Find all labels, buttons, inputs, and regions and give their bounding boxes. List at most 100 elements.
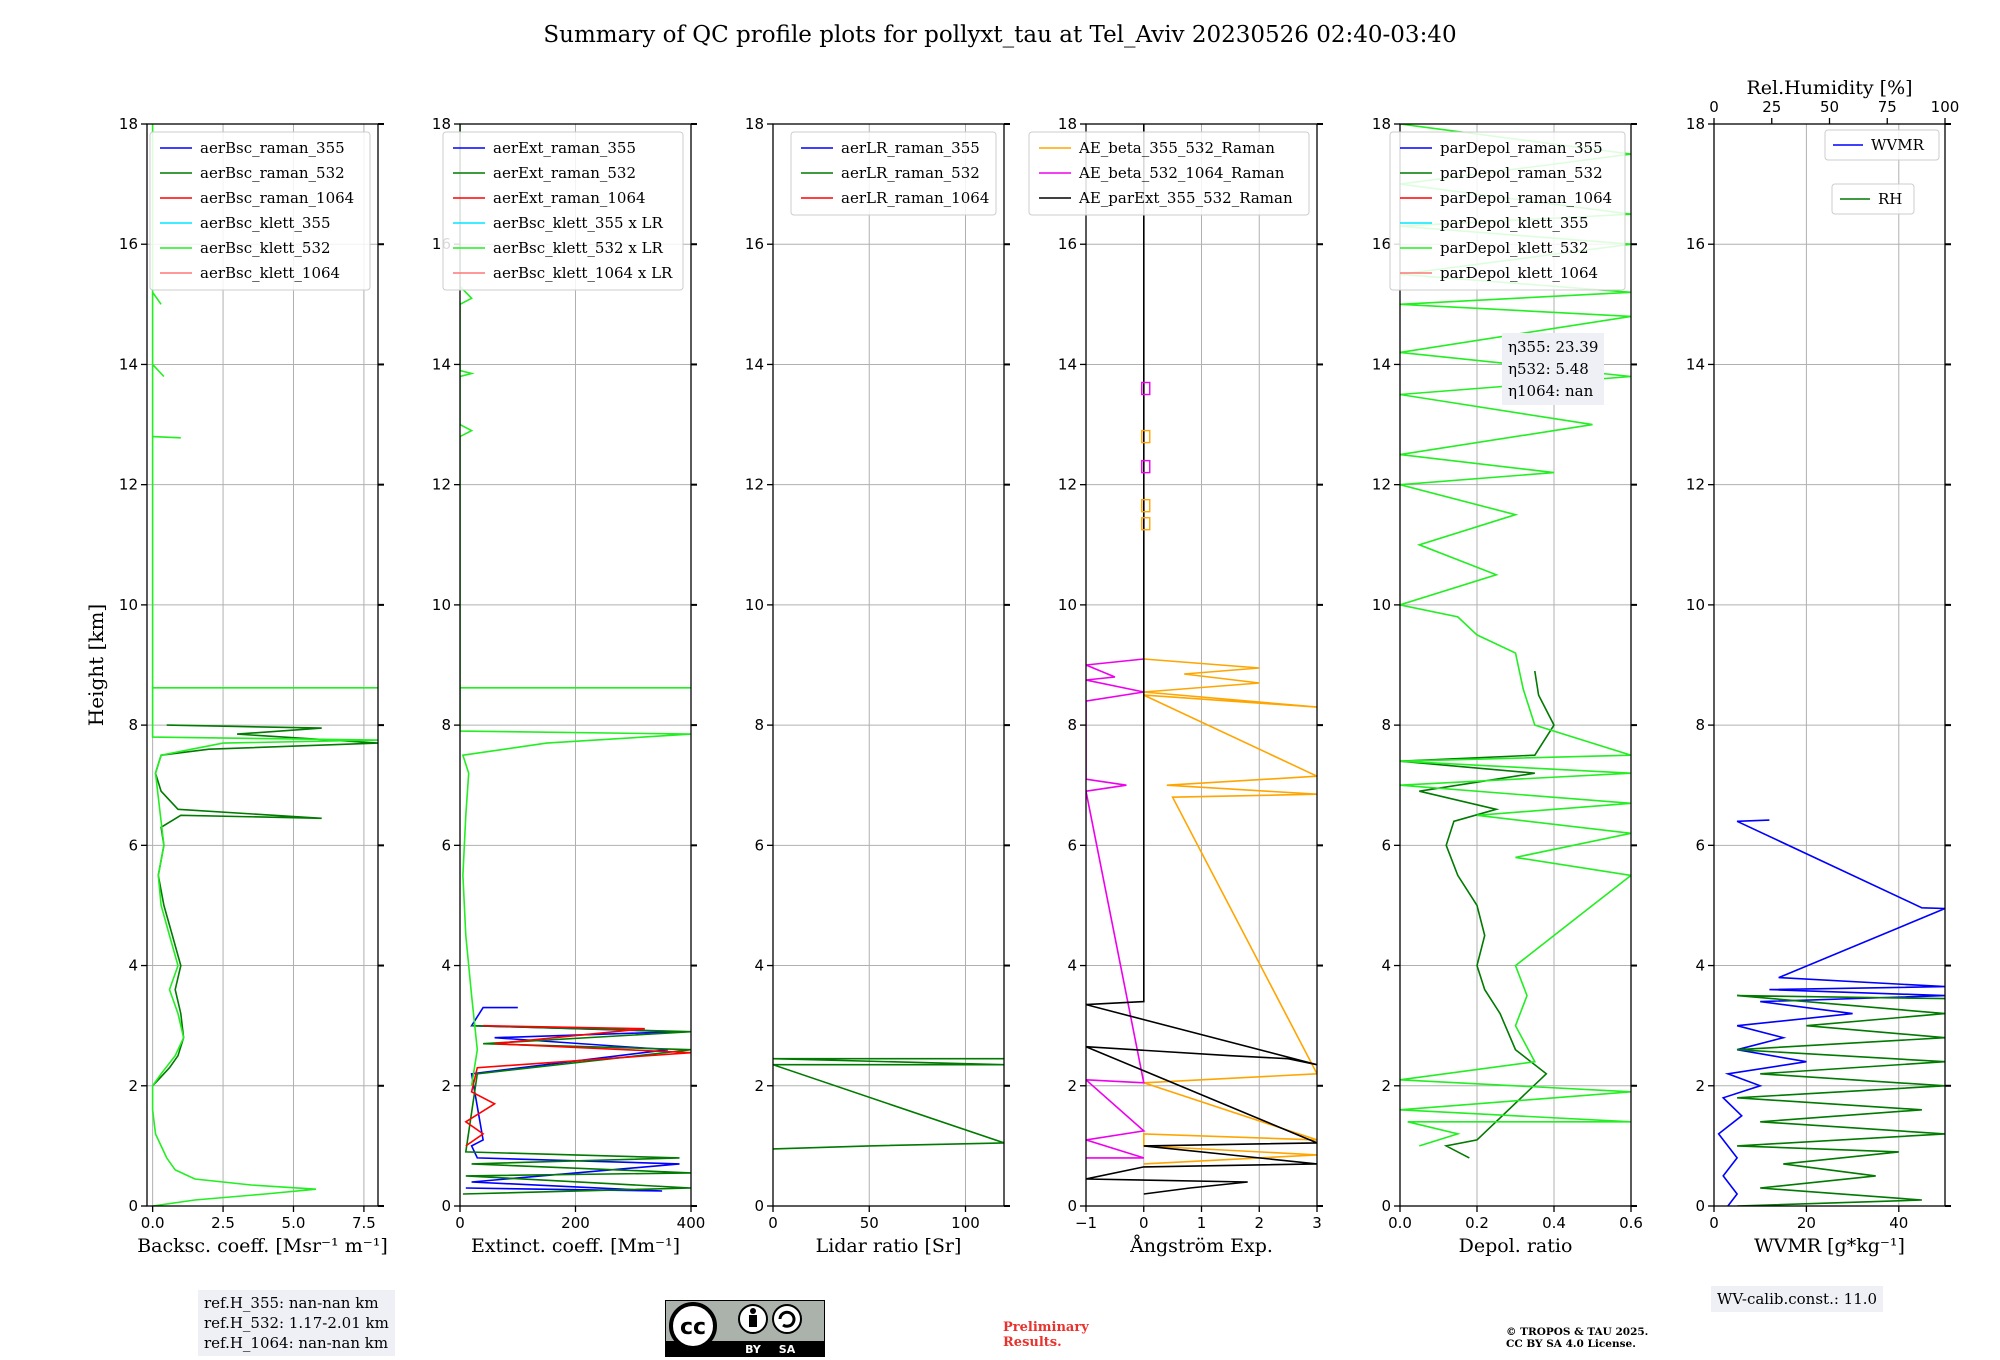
y-tick-label: 12 bbox=[745, 476, 764, 494]
y-tick-label: 12 bbox=[1372, 476, 1391, 494]
legend-label: aerBsc_klett_532 bbox=[200, 239, 331, 257]
x-tick-label: 7.5 bbox=[352, 1214, 376, 1232]
x-tick-label: 0.6 bbox=[1619, 1214, 1643, 1232]
x-tick-label: 0 bbox=[768, 1214, 778, 1232]
y-tick-label: 2 bbox=[754, 1077, 764, 1095]
legend-label: aerBsc_klett_1064 x LR bbox=[493, 264, 673, 282]
x-tick-label: 40 bbox=[1889, 1214, 1908, 1232]
x-tick-label: 0.0 bbox=[141, 1214, 165, 1232]
y-tick-label: 12 bbox=[119, 476, 138, 494]
y-tick-label: 0 bbox=[128, 1197, 138, 1215]
y-tick-label: 6 bbox=[754, 836, 764, 854]
legend-box bbox=[442, 131, 684, 291]
y-tick-label: 8 bbox=[128, 716, 138, 734]
legend-label: AE_parExt_355_532_Raman bbox=[1078, 189, 1293, 207]
y-tick-label: 14 bbox=[1058, 355, 1077, 373]
x-tick-label: 50 bbox=[860, 1214, 879, 1232]
sa-label: SA bbox=[779, 1343, 796, 1356]
series-line-AE_beta_355_532_Raman bbox=[1143, 658, 1317, 1165]
y-tick-label: 0 bbox=[754, 1197, 764, 1215]
preliminary-line-2: Results. bbox=[1003, 1335, 1062, 1350]
legend-label: parDepol_klett_1064 bbox=[1440, 264, 1598, 282]
figure-title: Summary of QC profile plots for pollyxt_… bbox=[543, 22, 1457, 48]
y-tick-label: 16 bbox=[1372, 235, 1391, 253]
y-tick-label: 18 bbox=[1058, 115, 1077, 133]
y-tick-label: 10 bbox=[1372, 596, 1391, 614]
x-tick-label: 400 bbox=[677, 1214, 706, 1232]
y-tick-label: 4 bbox=[1381, 957, 1391, 975]
x-tick-label: 0.4 bbox=[1542, 1214, 1566, 1232]
y-tick-label: 10 bbox=[1058, 596, 1077, 614]
copyright-line-2: CC BY SA 4.0 License. bbox=[1506, 1338, 1636, 1350]
y-tick-label: 14 bbox=[1686, 355, 1705, 373]
copyright-notice: © TROPOS & TAU 2025. CC BY SA 4.0 Licens… bbox=[1506, 1326, 1648, 1350]
legend-label: WVMR bbox=[1871, 136, 1925, 154]
y-tick-label: 18 bbox=[1686, 115, 1705, 133]
legend-box bbox=[790, 131, 997, 216]
y-tick-label: 18 bbox=[432, 115, 451, 133]
legend-label: parDepol_raman_1064 bbox=[1440, 189, 1612, 207]
series-line-AE_beta_532_1064_Raman bbox=[1086, 658, 1146, 1159]
by-label: BY bbox=[745, 1343, 762, 1356]
series-group bbox=[1717, 819, 1945, 1206]
series-line-AE_parExt_355_532_Raman bbox=[1086, 124, 1317, 1195]
legend-label: AE_beta_355_532_Raman bbox=[1078, 139, 1275, 157]
legend-box bbox=[1389, 131, 1626, 291]
x-tick-label: 5.0 bbox=[282, 1214, 306, 1232]
y-tick-label: 10 bbox=[432, 596, 451, 614]
y-tick-label: 4 bbox=[1695, 957, 1705, 975]
y-tick-label: 6 bbox=[1381, 836, 1391, 854]
legend-label: parDepol_raman_532 bbox=[1440, 164, 1603, 182]
y-tick-label: 12 bbox=[1058, 476, 1077, 494]
x-axis-label: Backsc. coeff. [Msr⁻¹ m⁻¹] bbox=[137, 1235, 388, 1257]
panel-5: 0.0 0.2 0.4 0.6 0 2 4 6 8 10 12 14 16 18 Depol. ratio p… bbox=[1372, 115, 1643, 1257]
series-line-aerLR_raman_532 bbox=[773, 1057, 1004, 1150]
series-line-parDepol_klett_532 bbox=[1400, 124, 1631, 1147]
y-tick-label: 2 bbox=[1695, 1077, 1705, 1095]
eta-355: η355: 23.39 bbox=[1508, 338, 1599, 356]
y-tick-label: 16 bbox=[1058, 235, 1077, 253]
y-tick-label: 4 bbox=[441, 957, 451, 975]
legend-box bbox=[1824, 129, 1940, 161]
top-x-tick-label: 100 bbox=[1931, 98, 1960, 116]
y-tick-label: 8 bbox=[754, 716, 764, 734]
preliminary-line-1: Preliminary bbox=[1003, 1320, 1089, 1335]
legend-label: aerBsc_klett_355 bbox=[200, 214, 331, 232]
legend-label: aerExt_raman_532 bbox=[493, 164, 636, 182]
x-axis-label: Extinct. coeff. [Mm⁻¹] bbox=[471, 1235, 680, 1257]
top-x-axis-label: Rel.Humidity [%] bbox=[1746, 77, 1912, 99]
legend-label: parDepol_klett_532 bbox=[1440, 239, 1589, 257]
y-tick-label: 2 bbox=[441, 1077, 451, 1095]
eta-1064: η1064: nan bbox=[1508, 382, 1594, 400]
series-line-aerExt_raman_1064 bbox=[464, 1024, 691, 1147]
series-line-aerBsc_klett_532 x LR bbox=[460, 124, 691, 1086]
legend-label: aerLR_raman_1064 bbox=[841, 189, 989, 207]
legend-label: aerBsc_raman_532 bbox=[200, 164, 345, 182]
x-tick-label: 1 bbox=[1197, 1214, 1207, 1232]
wv-calibration-constant: WV-calib.const.: 11.0 bbox=[1717, 1290, 1878, 1308]
y-tick-label: 18 bbox=[1372, 115, 1391, 133]
top-x-tick-label: 0 bbox=[1709, 98, 1719, 116]
x-tick-label: 100 bbox=[951, 1214, 980, 1232]
x-tick-label: 0 bbox=[1139, 1214, 1149, 1232]
series-line-parDepol_raman_532 bbox=[1400, 670, 1555, 1159]
legend-label: RH bbox=[1878, 190, 1902, 208]
legend-label: aerExt_raman_355 bbox=[493, 139, 636, 157]
series-group bbox=[1086, 124, 1317, 1195]
top-x-tick-label: 75 bbox=[1878, 98, 1897, 116]
y-tick-label: 0 bbox=[441, 1197, 451, 1215]
y-tick-label: 6 bbox=[441, 836, 451, 854]
legend-label: aerBsc_raman_1064 bbox=[200, 189, 354, 207]
series-line-aerBsc_raman_532 bbox=[152, 724, 378, 1087]
reference-height-1064: ref.H_1064: nan-nan km bbox=[204, 1334, 389, 1352]
y-tick-label: 0 bbox=[1067, 1197, 1077, 1215]
y-tick-label: 2 bbox=[1381, 1077, 1391, 1095]
top-x-tick-label: 25 bbox=[1762, 98, 1781, 116]
legend-box bbox=[1028, 131, 1310, 216]
series-line-aerBsc_klett_532 bbox=[151, 124, 378, 1206]
wv-calibration-box: WV-calib.const.: 11.0 bbox=[1711, 1286, 1884, 1312]
x-axis-label: Ångström Exp. bbox=[1129, 1235, 1273, 1257]
y-tick-label: 16 bbox=[119, 235, 138, 253]
y-tick-label: 6 bbox=[1695, 836, 1705, 854]
